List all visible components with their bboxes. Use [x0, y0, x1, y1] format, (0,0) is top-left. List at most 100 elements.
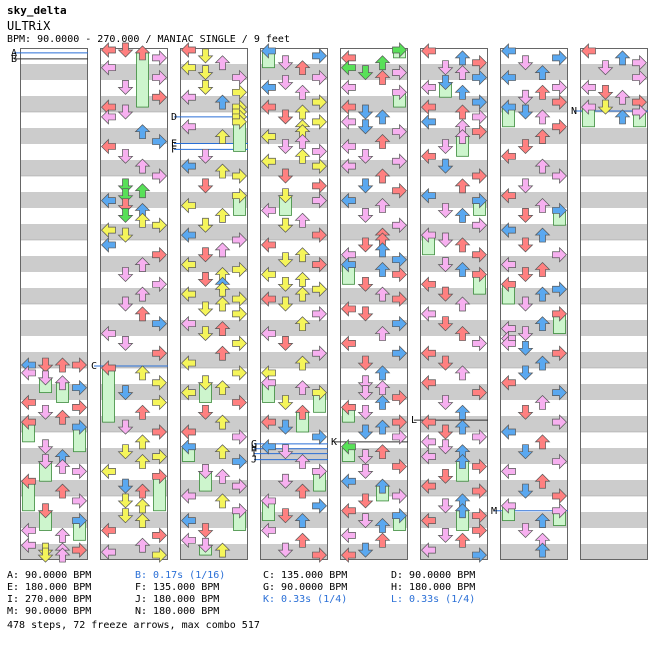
step-arrow-left — [101, 192, 116, 209]
step-arrow-down — [597, 99, 614, 115]
step-arrow-left — [501, 43, 516, 59]
beat-band — [500, 512, 568, 528]
step-arrow-right — [472, 54, 487, 71]
step-arrow-up — [294, 60, 311, 76]
step-arrow-right — [232, 168, 247, 184]
beat-band — [420, 224, 488, 240]
step-arrow-right — [472, 429, 487, 445]
step-arrow-right — [552, 79, 567, 96]
step-arrow-left — [101, 360, 116, 376]
beat-band — [340, 448, 408, 464]
step-arrow-left — [261, 266, 276, 283]
step-arrow-down — [37, 404, 54, 420]
step-arrow-down — [437, 203, 454, 218]
step-arrow-left — [421, 512, 436, 529]
step-arrow-right — [232, 394, 247, 411]
step-arrow-down — [357, 355, 374, 371]
beat-band — [340, 544, 408, 560]
step-arrow-right — [392, 123, 407, 140]
step-arrow-left — [21, 394, 36, 411]
step-arrow-down — [117, 508, 134, 524]
step-arrow-left — [261, 374, 276, 391]
legend-entry: G: 90.0000 BPM — [263, 582, 348, 593]
step-arrow-right — [152, 89, 167, 106]
step-arrow-down — [117, 208, 134, 223]
step-arrow-up — [54, 357, 71, 373]
step-arrow-left — [101, 59, 116, 76]
step-arrow-left — [181, 118, 196, 135]
step-arrow-left — [341, 547, 356, 563]
chart-column: K — [331, 42, 408, 563]
beat-band — [180, 544, 248, 560]
change-marker-label: E — [171, 139, 177, 150]
step-arrow-down — [197, 326, 214, 342]
step-arrow-left — [341, 138, 356, 155]
beat-band — [580, 512, 648, 528]
step-arrow-up — [134, 286, 151, 302]
step-arrow-down — [117, 42, 134, 58]
step-arrow-right — [552, 202, 567, 219]
step-arrow-down — [37, 370, 54, 386]
step-arrow-left — [341, 114, 356, 130]
step-arrow-up — [374, 109, 391, 125]
step-arrow-left — [261, 128, 276, 145]
step-arrow-down — [517, 267, 534, 282]
step-arrow-down — [437, 355, 454, 371]
step-arrow-right — [312, 158, 327, 174]
step-arrow-down — [277, 296, 294, 312]
step-arrow-right — [472, 94, 487, 110]
step-arrow-down — [117, 188, 134, 204]
step-arrow-left — [181, 42, 196, 58]
step-arrow-right — [232, 291, 247, 307]
step-arrow-left — [101, 138, 116, 155]
beat-band — [340, 512, 408, 528]
beat-band — [580, 448, 648, 464]
step-arrow-down — [117, 227, 134, 243]
step-arrow-down — [277, 419, 294, 435]
step-arrow-right — [152, 424, 167, 440]
step-arrow-down — [357, 65, 374, 81]
step-arrow-down — [277, 188, 294, 204]
step-arrow-right — [392, 488, 407, 504]
step-arrow-up — [54, 458, 71, 474]
change-marker-label: H — [251, 444, 257, 455]
step-arrow-right — [232, 261, 247, 278]
beat-band — [180, 384, 248, 400]
beat-band — [420, 320, 488, 336]
beat-band — [100, 224, 168, 240]
step-arrow-right — [232, 478, 247, 494]
step-arrow-down — [197, 375, 214, 391]
step-arrow-left — [421, 114, 436, 130]
step-arrow-left — [341, 79, 356, 96]
step-arrow-up — [614, 50, 631, 66]
beat-band — [20, 192, 88, 208]
beat-band — [500, 96, 568, 112]
step-arrow-right — [152, 374, 167, 391]
step-arrow-left — [261, 414, 276, 430]
step-arrow-left — [181, 512, 196, 529]
step-arrow-up — [294, 271, 311, 287]
step-arrow-up — [374, 70, 391, 85]
song-info: BPM: 90.0000 - 270.000 / MANIAC SINGLE /… — [7, 34, 290, 45]
step-arrow-left — [501, 276, 516, 293]
beat-band — [100, 416, 168, 432]
step-arrow-right — [552, 384, 567, 401]
beat-band — [420, 480, 488, 496]
step-arrow-right — [472, 217, 487, 234]
change-marker-label: I — [251, 449, 257, 460]
beat-band — [180, 512, 248, 528]
step-arrow-up — [454, 129, 471, 144]
step-arrow-right — [552, 502, 567, 519]
step-arrow-up — [374, 518, 391, 533]
beat-band — [180, 352, 248, 368]
step-arrow-down — [37, 357, 54, 373]
step-arrow-up — [134, 45, 151, 61]
beat-band — [580, 544, 648, 560]
beat-band — [20, 320, 88, 336]
step-arrow-up — [534, 109, 551, 125]
step-arrow-down — [117, 336, 134, 351]
step-arrow-right — [472, 192, 487, 209]
step-arrow-left — [501, 222, 516, 238]
beat-band — [420, 448, 488, 464]
beat-band — [100, 128, 168, 144]
